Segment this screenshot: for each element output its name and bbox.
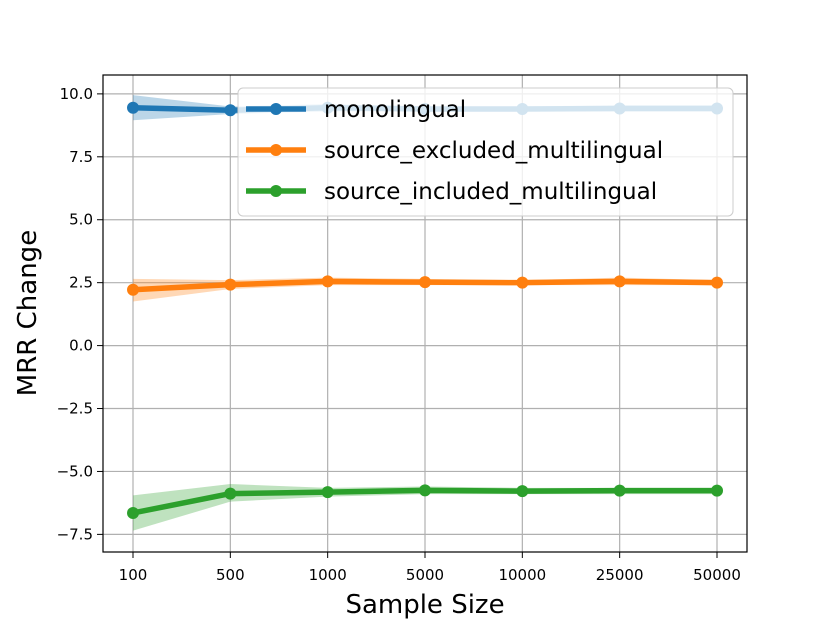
x-tick-label: 25000 [596, 566, 644, 584]
y-tick-label: −2.5 [57, 400, 93, 418]
y-tick-label: −7.5 [57, 525, 93, 543]
data-point [224, 278, 237, 291]
y-axis-title: MRR Change [13, 230, 43, 396]
data-point [321, 486, 334, 499]
data-point [613, 484, 626, 497]
x-tick-label: 10000 [498, 566, 546, 584]
legend-box [237, 87, 734, 217]
y-tick-label: 0.0 [69, 337, 93, 355]
axis-ticks: 100 500 1000 5000 10000 25000 50000 10.0 7.5 5.0 2… [57, 85, 741, 584]
x-tick-label: 500 [216, 566, 245, 584]
x-tick-label: 1000 [309, 566, 347, 584]
legend-label: monolingual [324, 97, 466, 123]
data-point [127, 283, 139, 296]
x-tick-label: 100 [119, 566, 148, 584]
series-band [133, 484, 717, 531]
x-tick-label: 5000 [406, 566, 444, 584]
legend-label: source_included_multilingual [324, 179, 657, 205]
legend-swatch-marker [270, 185, 282, 197]
data-point [224, 104, 237, 117]
data-point [419, 276, 431, 289]
x-axis-title: Sample Size [345, 590, 504, 620]
data-point [321, 275, 334, 288]
data-point [516, 485, 529, 498]
legend: monolingual source_excluded_multilinguals… [237, 87, 734, 217]
data-point [711, 484, 723, 497]
data-point [224, 487, 237, 500]
legend-swatch-marker [270, 144, 282, 156]
y-tick-label: −5.0 [57, 462, 93, 480]
data-point [419, 484, 431, 497]
legend-label: source_excluded_multilingual [324, 138, 663, 164]
x-tick-label: 50000 [693, 566, 741, 584]
y-tick-label: 10.0 [60, 85, 93, 103]
y-tick-label: 5.0 [69, 211, 93, 229]
data-point [516, 276, 529, 289]
data-point [127, 101, 139, 114]
data-point [127, 506, 139, 519]
data-point [613, 275, 626, 288]
y-tick-label: 2.5 [69, 274, 93, 292]
y-tick-label: 7.5 [69, 148, 93, 166]
data-point [711, 276, 723, 289]
legend-swatch-marker [270, 103, 282, 115]
